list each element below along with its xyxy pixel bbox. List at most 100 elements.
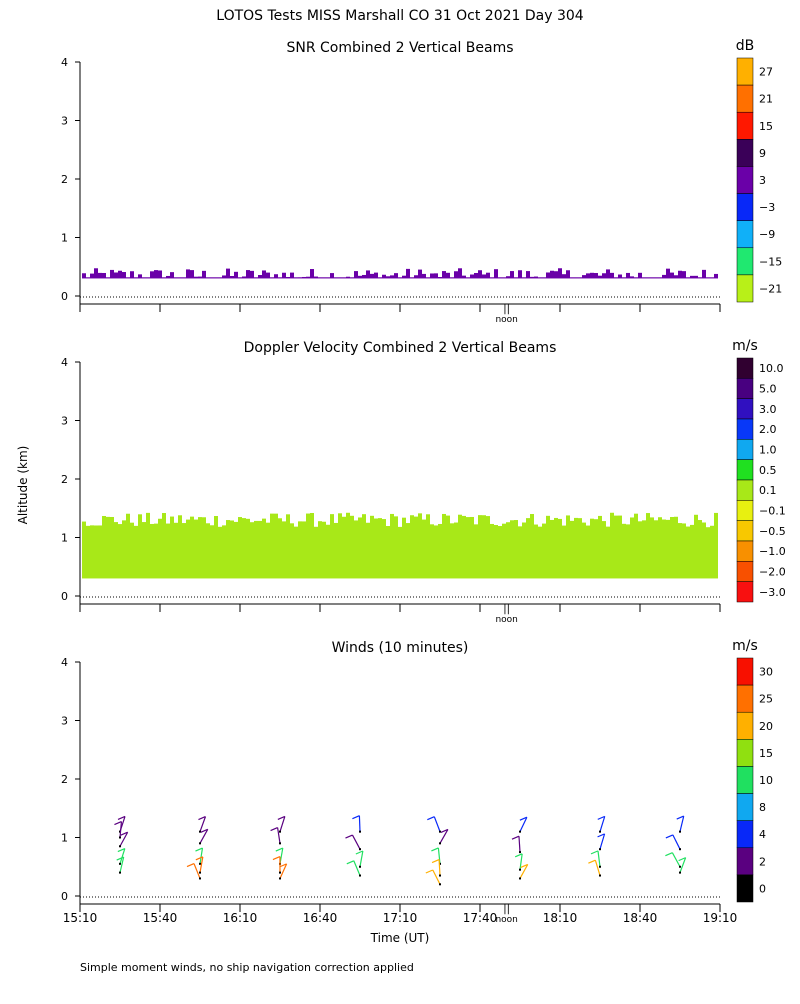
heatmap-cell [102, 516, 106, 578]
heatmap-cell [558, 268, 562, 278]
heatmap-cell [370, 274, 374, 279]
heatmap-cell [290, 273, 294, 279]
wind-barb [434, 817, 440, 832]
colorbar-label: 21 [759, 93, 773, 106]
wind-barb-base [119, 863, 121, 865]
heatmap-cell [386, 276, 390, 278]
heatmap-cell [126, 514, 130, 579]
colorbar-label: 10 [759, 774, 773, 787]
heatmap-cell [470, 517, 474, 578]
heatmap-cell [234, 522, 238, 579]
noon-marker: || [503, 604, 510, 615]
heatmap-cell [702, 522, 706, 578]
heatmap-cell [150, 271, 154, 278]
heatmap-cell [294, 527, 298, 579]
heatmap-cell [678, 271, 682, 279]
colorbar-swatch [737, 248, 753, 275]
heatmap-cell [646, 277, 650, 278]
heatmap-cell [658, 517, 662, 578]
heatmap-cell [318, 521, 322, 578]
heatmap-cell [286, 514, 290, 578]
heatmap-cell [694, 276, 698, 279]
wind-barb-base [199, 877, 201, 879]
colorbar-label: −15 [759, 255, 782, 268]
heatmap-cell [266, 523, 270, 579]
heatmap-cell [438, 524, 442, 578]
colorbar-swatch [737, 480, 753, 500]
heatmap-cell [338, 513, 342, 578]
wind-barb-flag [352, 816, 359, 819]
x-tick-label: 19:10 [703, 911, 738, 925]
heatmap-cell [706, 527, 710, 578]
heatmap-cell [510, 520, 514, 578]
wind-barb-flag [432, 860, 439, 863]
heatmap-cell [278, 518, 282, 578]
heatmap-cell [418, 513, 422, 578]
heatmap-cell [610, 513, 614, 579]
heatmap-cell [362, 514, 366, 578]
colorbar-label: 9 [759, 147, 766, 160]
heatmap-cell [214, 516, 218, 578]
y-tick-label: 3 [61, 415, 68, 428]
x-tick-label: 15:10 [63, 911, 98, 925]
heatmap-cell [710, 277, 714, 278]
wind-barb-base [679, 866, 681, 868]
heatmap-cell [418, 270, 422, 279]
heatmap-cell [666, 269, 670, 279]
heatmap-cell [558, 519, 562, 579]
heatmap-cell [594, 273, 598, 278]
wind-barb-base [599, 866, 601, 868]
heatmap-cell [222, 525, 226, 578]
heatmap-cell [206, 277, 210, 278]
heatmap-cell [206, 523, 210, 578]
heatmap-cell [682, 271, 686, 278]
heatmap-cell [246, 270, 250, 278]
wind-barb-flag [512, 836, 519, 839]
heatmap-cell [202, 271, 206, 279]
heatmap-cell [366, 270, 370, 278]
heatmap-cell [402, 276, 406, 279]
heatmap-cell [678, 523, 682, 578]
heatmap-cell [534, 525, 538, 579]
heatmap-cell [138, 274, 142, 278]
heatmap-cell [562, 274, 566, 278]
wind-barb-base [199, 842, 201, 844]
colorbar-label: 2.0 [759, 423, 777, 436]
heatmap-cell [462, 516, 466, 579]
heatmap-cell [594, 519, 598, 578]
heatmap-cell [202, 517, 206, 578]
heatmap-cell [526, 271, 530, 278]
heatmap-cell [522, 277, 526, 278]
heatmap-cell [438, 277, 442, 278]
heatmap-cell [242, 276, 246, 278]
plot-content [82, 513, 718, 579]
heatmap-cell [410, 515, 414, 578]
heatmap-cell [434, 273, 438, 278]
heatmap-cell [670, 517, 674, 578]
heatmap-cell [198, 517, 202, 578]
heatmap-cell [494, 269, 498, 278]
heatmap-cell [330, 273, 334, 278]
heatmap-cell [118, 271, 122, 279]
heatmap-cell [578, 277, 582, 278]
heatmap-cell [586, 273, 590, 278]
heatmap-cell [318, 277, 322, 278]
heatmap-cell [606, 527, 610, 579]
noon-label: noon [495, 915, 517, 925]
wind-barb-flag [271, 828, 278, 831]
heatmap-cell [302, 277, 306, 278]
heatmap-cell [382, 275, 386, 279]
heatmap-cell [614, 277, 618, 278]
heatmap-cell [354, 520, 358, 578]
heatmap-cell [182, 523, 186, 578]
heatmap-cell [554, 518, 558, 578]
wind-barb-base [119, 837, 121, 839]
heatmap-cell [134, 526, 138, 579]
heatmap-cell [274, 514, 278, 579]
heatmap-cell [530, 277, 534, 279]
colorbar-label: 1.0 [759, 444, 777, 457]
heatmap-cell [658, 277, 662, 278]
heatmap-cell [86, 526, 90, 579]
colorbar-label: 0 [759, 882, 766, 895]
heatmap-cell [454, 523, 458, 579]
